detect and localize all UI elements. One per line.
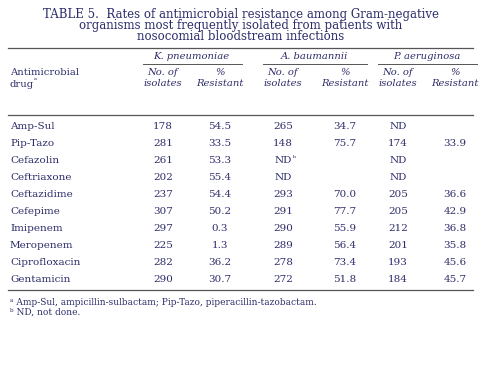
Text: ᵃ Amp-Sul, ampicillin-sulbactam; Pip-Tazo, piperacillin-tazobactam.: ᵃ Amp-Sul, ampicillin-sulbactam; Pip-Taz… [10, 298, 316, 307]
Text: Meropenem: Meropenem [10, 241, 73, 250]
Text: 36.8: 36.8 [443, 224, 466, 233]
Text: 281: 281 [153, 139, 173, 148]
Text: 272: 272 [273, 275, 292, 284]
Text: 290: 290 [273, 224, 292, 233]
Text: ND: ND [388, 156, 406, 165]
Text: 193: 193 [387, 258, 407, 267]
Text: 290: 290 [153, 275, 173, 284]
Text: %: % [339, 68, 349, 77]
Text: 35.8: 35.8 [443, 241, 466, 250]
Text: 289: 289 [273, 241, 292, 250]
Text: 237: 237 [153, 190, 173, 199]
Text: isolates: isolates [263, 79, 302, 88]
Text: Amp-Sul: Amp-Sul [10, 122, 55, 131]
Text: 293: 293 [273, 190, 292, 199]
Text: No. of: No. of [267, 68, 298, 77]
Text: ᵇ: ᵇ [292, 155, 295, 163]
Text: 291: 291 [273, 207, 292, 216]
Text: No. of: No. of [382, 68, 412, 77]
Text: No. of: No. of [147, 68, 178, 77]
Text: 1.3: 1.3 [211, 241, 228, 250]
Text: A. baumannii: A. baumannii [280, 52, 347, 61]
Text: 54.5: 54.5 [208, 122, 231, 131]
Text: Cefazolin: Cefazolin [10, 156, 59, 165]
Text: ND: ND [388, 173, 406, 182]
Text: 34.7: 34.7 [333, 122, 356, 131]
Text: ND: ND [274, 173, 291, 182]
Text: drug: drug [10, 80, 34, 89]
Text: Ciprofloxacin: Ciprofloxacin [10, 258, 80, 267]
Text: 50.2: 50.2 [208, 207, 231, 216]
Text: 0.3: 0.3 [211, 224, 228, 233]
Text: Pip-Tazo: Pip-Tazo [10, 139, 54, 148]
Text: TABLE 5.  Rates of antimicrobial resistance among Gram-negative: TABLE 5. Rates of antimicrobial resistan… [43, 8, 438, 21]
Text: ᵃ: ᵃ [34, 77, 37, 85]
Text: 42.9: 42.9 [443, 207, 466, 216]
Text: 77.7: 77.7 [333, 207, 356, 216]
Text: 278: 278 [273, 258, 292, 267]
Text: Ceftriaxone: Ceftriaxone [10, 173, 72, 182]
Text: 174: 174 [387, 139, 407, 148]
Text: 73.4: 73.4 [333, 258, 356, 267]
Text: nosocomial bloodstream infections: nosocomial bloodstream infections [137, 30, 344, 43]
Text: Resistant: Resistant [196, 79, 243, 88]
Text: 205: 205 [387, 190, 407, 199]
Text: Gentamicin: Gentamicin [10, 275, 70, 284]
Text: 307: 307 [153, 207, 173, 216]
Text: 53.3: 53.3 [208, 156, 231, 165]
Text: 212: 212 [387, 224, 407, 233]
Text: 205: 205 [387, 207, 407, 216]
Text: 33.5: 33.5 [208, 139, 231, 148]
Text: %: % [215, 68, 224, 77]
Text: ND: ND [274, 156, 291, 165]
Text: isolates: isolates [144, 79, 182, 88]
Text: ᵇ ND, not done.: ᵇ ND, not done. [10, 308, 80, 317]
Text: 56.4: 56.4 [333, 241, 356, 250]
Text: 30.7: 30.7 [208, 275, 231, 284]
Text: 148: 148 [273, 139, 292, 148]
Text: 45.6: 45.6 [443, 258, 466, 267]
Text: 184: 184 [387, 275, 407, 284]
Text: 51.8: 51.8 [333, 275, 356, 284]
Text: 36.6: 36.6 [443, 190, 466, 199]
Text: Ceftazidime: Ceftazidime [10, 190, 72, 199]
Text: 282: 282 [153, 258, 173, 267]
Text: Resistant: Resistant [321, 79, 368, 88]
Text: %: % [449, 68, 459, 77]
Text: 45.7: 45.7 [443, 275, 466, 284]
Text: Resistant: Resistant [431, 79, 478, 88]
Text: 261: 261 [153, 156, 173, 165]
Text: K. pneumoniae: K. pneumoniae [153, 52, 229, 61]
Text: 201: 201 [387, 241, 407, 250]
Text: 225: 225 [153, 241, 173, 250]
Text: Imipenem: Imipenem [10, 224, 62, 233]
Text: Antimicrobial: Antimicrobial [10, 68, 79, 77]
Text: P. aeruginosa: P. aeruginosa [392, 52, 459, 61]
Text: 178: 178 [153, 122, 173, 131]
Text: Cefepime: Cefepime [10, 207, 60, 216]
Text: 33.9: 33.9 [443, 139, 466, 148]
Text: 202: 202 [153, 173, 173, 182]
Text: 297: 297 [153, 224, 173, 233]
Text: 55.9: 55.9 [333, 224, 356, 233]
Text: organisms most frequently isolated from patients with: organisms most frequently isolated from … [79, 19, 402, 32]
Text: 55.4: 55.4 [208, 173, 231, 182]
Text: 75.7: 75.7 [333, 139, 356, 148]
Text: 70.0: 70.0 [333, 190, 356, 199]
Text: 265: 265 [273, 122, 292, 131]
Text: 54.4: 54.4 [208, 190, 231, 199]
Text: ND: ND [388, 122, 406, 131]
Text: 36.2: 36.2 [208, 258, 231, 267]
Text: isolates: isolates [378, 79, 417, 88]
